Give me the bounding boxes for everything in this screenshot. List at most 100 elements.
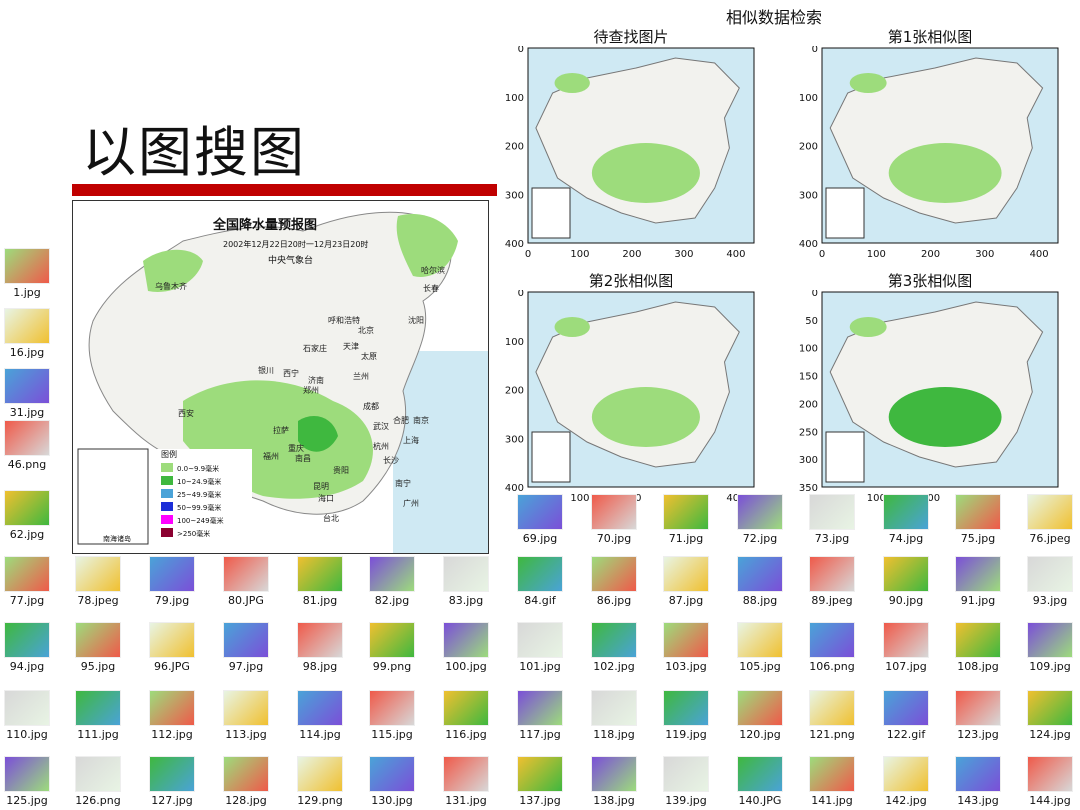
thumbnail-image[interactable] (809, 756, 855, 792)
thumbnail-image[interactable] (663, 556, 709, 592)
file-thumbnail[interactable]: 107.jpg (876, 622, 936, 673)
file-thumbnail[interactable]: 72.jpg (730, 494, 790, 545)
file-thumbnail[interactable]: 62.jpg (0, 490, 57, 541)
thumbnail-image[interactable] (1027, 756, 1073, 792)
file-thumbnail[interactable]: 75.jpg (948, 494, 1008, 545)
thumbnail-image[interactable] (297, 622, 343, 658)
thumbnail-image[interactable] (4, 690, 50, 726)
thumbnail-image[interactable] (369, 556, 415, 592)
file-thumbnail[interactable]: 126.png (68, 756, 128, 807)
file-thumbnail[interactable]: 89.jpeg (802, 556, 862, 607)
file-thumbnail[interactable]: 105.jpg (730, 622, 790, 673)
thumbnail-image[interactable] (809, 556, 855, 592)
file-thumbnail[interactable]: 78.jpeg (68, 556, 128, 607)
file-thumbnail[interactable]: 70.jpg (584, 494, 644, 545)
thumbnail-image[interactable] (591, 556, 637, 592)
file-thumbnail[interactable]: 141.jpg (802, 756, 862, 807)
file-thumbnail[interactable]: 106.png (802, 622, 862, 673)
thumbnail-image[interactable] (809, 494, 855, 530)
thumbnail-image[interactable] (1027, 690, 1073, 726)
file-thumbnail[interactable]: 127.jpg (142, 756, 202, 807)
file-thumbnail[interactable]: 124.jpg (1020, 690, 1080, 741)
file-thumbnail[interactable]: 137.jpg (510, 756, 570, 807)
file-thumbnail[interactable]: 119.jpg (656, 690, 716, 741)
file-thumbnail[interactable]: 31.jpg (0, 368, 57, 419)
thumbnail-image[interactable] (4, 556, 50, 592)
thumbnail-image[interactable] (149, 556, 195, 592)
thumbnail-image[interactable] (737, 756, 783, 792)
thumbnail-image[interactable] (75, 622, 121, 658)
file-thumbnail[interactable]: 120.jpg (730, 690, 790, 741)
thumbnail-image[interactable] (663, 690, 709, 726)
file-thumbnail[interactable]: 46.png (0, 420, 57, 471)
file-thumbnail[interactable]: 88.jpg (730, 556, 790, 607)
thumbnail-image[interactable] (443, 756, 489, 792)
file-thumbnail[interactable]: 129.png (290, 756, 350, 807)
thumbnail-image[interactable] (4, 490, 50, 526)
thumbnail-image[interactable] (591, 756, 637, 792)
file-thumbnail[interactable]: 95.jpg (68, 622, 128, 673)
thumbnail-image[interactable] (809, 690, 855, 726)
thumbnail-image[interactable] (517, 494, 563, 530)
file-thumbnail[interactable]: 90.jpg (876, 556, 936, 607)
thumbnail-image[interactable] (223, 622, 269, 658)
thumbnail-image[interactable] (4, 308, 50, 344)
thumbnail-image[interactable] (223, 756, 269, 792)
thumbnail-image[interactable] (149, 756, 195, 792)
thumbnail-image[interactable] (75, 556, 121, 592)
file-thumbnail[interactable]: 71.jpg (656, 494, 716, 545)
thumbnail-image[interactable] (591, 690, 637, 726)
thumbnail-image[interactable] (75, 756, 121, 792)
thumbnail-image[interactable] (883, 756, 929, 792)
thumbnail-image[interactable] (149, 622, 195, 658)
thumbnail-image[interactable] (955, 690, 1001, 726)
thumbnail-image[interactable] (1027, 556, 1073, 592)
file-thumbnail[interactable]: 111.jpg (68, 690, 128, 741)
thumbnail-image[interactable] (955, 756, 1001, 792)
thumbnail-image[interactable] (369, 690, 415, 726)
file-thumbnail[interactable]: 76.jpeg (1020, 494, 1080, 545)
file-thumbnail[interactable]: 103.jpg (656, 622, 716, 673)
file-thumbnail[interactable]: 108.jpg (948, 622, 1008, 673)
file-thumbnail[interactable]: 130.jpg (362, 756, 422, 807)
file-thumbnail[interactable]: 125.jpg (0, 756, 57, 807)
file-thumbnail[interactable]: 16.jpg (0, 308, 57, 359)
file-thumbnail[interactable]: 144.jpg (1020, 756, 1080, 807)
thumbnail-image[interactable] (883, 494, 929, 530)
thumbnail-image[interactable] (663, 494, 709, 530)
thumbnail-image[interactable] (737, 556, 783, 592)
thumbnail-image[interactable] (443, 556, 489, 592)
file-thumbnail[interactable]: 139.jpg (656, 756, 716, 807)
file-thumbnail[interactable]: 91.jpg (948, 556, 1008, 607)
file-thumbnail[interactable]: 83.jpg (436, 556, 496, 607)
file-thumbnail[interactable]: 118.jpg (584, 690, 644, 741)
file-thumbnail[interactable]: 121.png (802, 690, 862, 741)
thumbnail-image[interactable] (809, 622, 855, 658)
file-thumbnail[interactable]: 94.jpg (0, 622, 57, 673)
thumbnail-image[interactable] (517, 556, 563, 592)
file-thumbnail[interactable]: 143.jpg (948, 756, 1008, 807)
file-thumbnail[interactable]: 102.jpg (584, 622, 644, 673)
thumbnail-image[interactable] (4, 248, 50, 284)
file-thumbnail[interactable]: 142.jpg (876, 756, 936, 807)
thumbnail-image[interactable] (883, 556, 929, 592)
thumbnail-image[interactable] (369, 756, 415, 792)
thumbnail-image[interactable] (297, 756, 343, 792)
thumbnail-image[interactable] (737, 494, 783, 530)
thumbnail-image[interactable] (4, 368, 50, 404)
thumbnail-image[interactable] (4, 420, 50, 456)
thumbnail-image[interactable] (223, 690, 269, 726)
file-thumbnail[interactable]: 110.jpg (0, 690, 57, 741)
file-thumbnail[interactable]: 117.jpg (510, 690, 570, 741)
file-thumbnail[interactable]: 101.jpg (510, 622, 570, 673)
file-thumbnail[interactable]: 87.jpg (656, 556, 716, 607)
thumbnail-image[interactable] (737, 690, 783, 726)
file-thumbnail[interactable]: 116.jpg (436, 690, 496, 741)
file-thumbnail[interactable]: 86.jpg (584, 556, 644, 607)
thumbnail-image[interactable] (883, 690, 929, 726)
thumbnail-image[interactable] (591, 622, 637, 658)
thumbnail-image[interactable] (955, 622, 1001, 658)
file-thumbnail[interactable]: 79.jpg (142, 556, 202, 607)
file-thumbnail[interactable]: 138.jpg (584, 756, 644, 807)
file-thumbnail[interactable]: 97.jpg (216, 622, 276, 673)
